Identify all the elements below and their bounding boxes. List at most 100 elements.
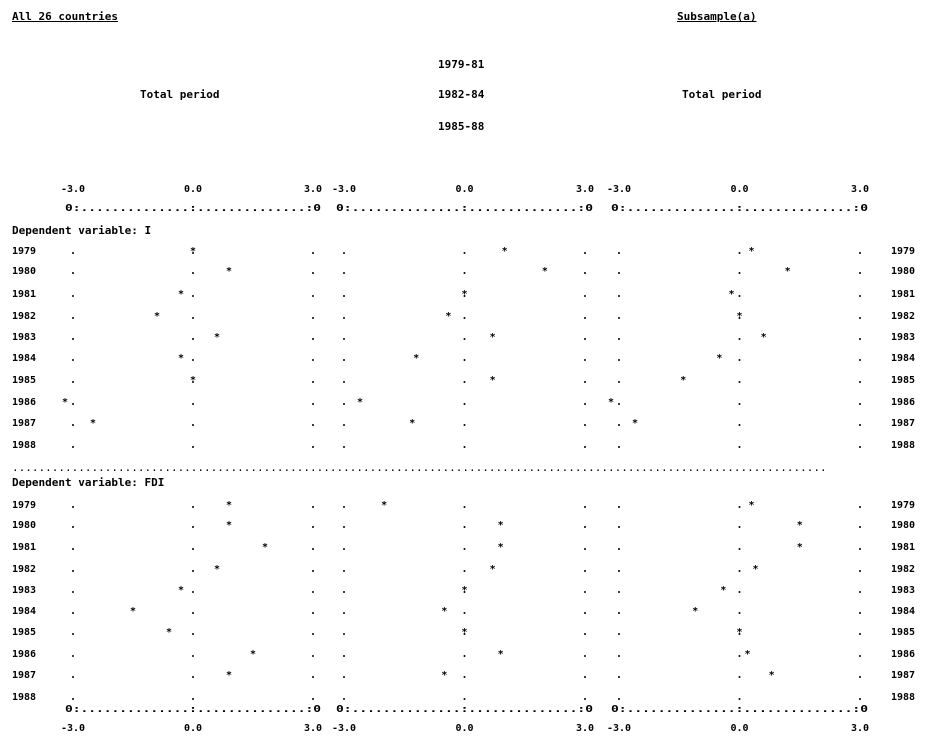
guide-dot <box>72 252 74 254</box>
guide-dot <box>343 676 345 678</box>
guide-dot <box>859 655 861 657</box>
guide-dot <box>584 338 586 340</box>
guide-dot <box>312 570 314 572</box>
guide-dot <box>463 506 466 508</box>
guide-dot <box>859 526 861 528</box>
guide-dot <box>312 698 314 700</box>
data-point-marker: * <box>692 606 698 617</box>
data-point-marker: * <box>90 418 96 429</box>
year-label-left: 1986 <box>12 397 36 408</box>
guide-dot <box>343 359 345 361</box>
year-label-left: 1988 <box>12 692 36 703</box>
tick-label-bottom: 0.0 <box>730 723 748 734</box>
guide-dot <box>738 317 741 319</box>
guide-dot <box>618 506 620 508</box>
guide-dot <box>859 424 861 426</box>
guide-dot <box>463 295 466 297</box>
data-point-marker: * <box>357 397 363 408</box>
section-separator: ........................................… <box>12 461 827 474</box>
tick-label-top: 3.0 <box>304 184 322 195</box>
tick-label-top: -3.0 <box>61 184 85 195</box>
guide-dot <box>72 272 74 274</box>
data-point-marker: * <box>190 375 196 386</box>
data-point-marker: * <box>441 670 447 681</box>
data-point-marker: * <box>461 289 467 300</box>
guide-dot <box>463 548 466 550</box>
tick-label-top: 0.0 <box>184 184 202 195</box>
guide-dot <box>72 698 74 700</box>
guide-dot <box>618 381 620 383</box>
guide-dot <box>343 381 345 383</box>
tick-label-bottom: 3.0 <box>304 723 322 734</box>
tick-label-bottom: 0.0 <box>184 723 202 734</box>
guide-dot <box>584 506 586 508</box>
guide-dot <box>192 338 194 340</box>
guide-dot <box>72 612 74 614</box>
guide-dot <box>343 272 345 274</box>
guide-dot <box>738 570 741 572</box>
data-point-marker: * <box>154 311 160 322</box>
data-point-marker: * <box>178 289 184 300</box>
guide-dot <box>618 548 620 550</box>
data-point-marker: * <box>214 564 220 575</box>
data-point-marker: * <box>785 266 791 277</box>
guide-dot <box>312 676 314 678</box>
guide-dot <box>343 403 345 405</box>
axis-rule-top: 0:..............:..............:0 <box>336 203 593 214</box>
data-point-marker: * <box>797 542 803 553</box>
guide-dot <box>463 526 466 528</box>
year-label-left: 1985 <box>12 627 36 638</box>
guide-dot <box>72 317 74 319</box>
axis-rule-bottom: 0:..............:..............:0 <box>65 704 321 715</box>
axis-rule-top: 0:..............:..............:0 <box>611 203 868 214</box>
guide-dot <box>312 381 314 383</box>
guide-dot <box>738 295 741 297</box>
guide-dot <box>192 591 194 593</box>
guide-dot <box>192 446 194 448</box>
guide-dot <box>312 526 314 528</box>
guide-dot <box>463 338 466 340</box>
guide-dot <box>343 633 345 635</box>
guide-dot <box>463 570 466 572</box>
year-label-left: 1982 <box>12 564 36 575</box>
data-point-marker: * <box>542 266 548 277</box>
guide-dot <box>463 698 466 700</box>
guide-dot <box>463 655 466 657</box>
guide-dot <box>343 612 345 614</box>
guide-dot <box>859 446 861 448</box>
data-point-marker: * <box>749 500 755 511</box>
data-point-marker: * <box>769 670 775 681</box>
section-label-I: Dependent variable: I <box>12 224 152 237</box>
guide-dot <box>618 359 620 361</box>
guide-dot <box>738 655 741 657</box>
guide-dot <box>72 424 74 426</box>
guide-dot <box>859 272 861 274</box>
guide-dot <box>584 633 586 635</box>
guide-dot <box>618 570 620 572</box>
guide-dot <box>618 633 620 635</box>
data-point-marker: * <box>490 564 496 575</box>
year-label-left: 1986 <box>12 649 36 660</box>
data-point-marker: * <box>409 418 415 429</box>
year-label-right: 1986 <box>891 649 915 660</box>
axis-rule-bottom: 0:..............:..............:0 <box>336 704 593 715</box>
year-label-right: 1988 <box>891 692 915 703</box>
guide-dot <box>584 655 586 657</box>
guide-dot <box>738 633 741 635</box>
guide-dot <box>618 403 620 405</box>
year-label-left: 1984 <box>12 353 36 364</box>
guide-dot <box>738 591 741 593</box>
tick-label-bottom: 3.0 <box>576 723 594 734</box>
year-label-right: 1987 <box>891 670 915 681</box>
guide-dot <box>859 698 861 700</box>
guide-dot <box>618 317 620 319</box>
data-point-marker: * <box>632 418 638 429</box>
guide-dot <box>738 548 741 550</box>
tick-label-bottom: 0.0 <box>455 723 473 734</box>
guide-dot <box>584 403 586 405</box>
guide-dot <box>859 633 861 635</box>
data-point-marker: * <box>736 311 742 322</box>
data-point-marker: * <box>166 627 172 638</box>
guide-dot <box>72 403 74 405</box>
period-label-1979-81: 1979-81 <box>438 58 485 71</box>
